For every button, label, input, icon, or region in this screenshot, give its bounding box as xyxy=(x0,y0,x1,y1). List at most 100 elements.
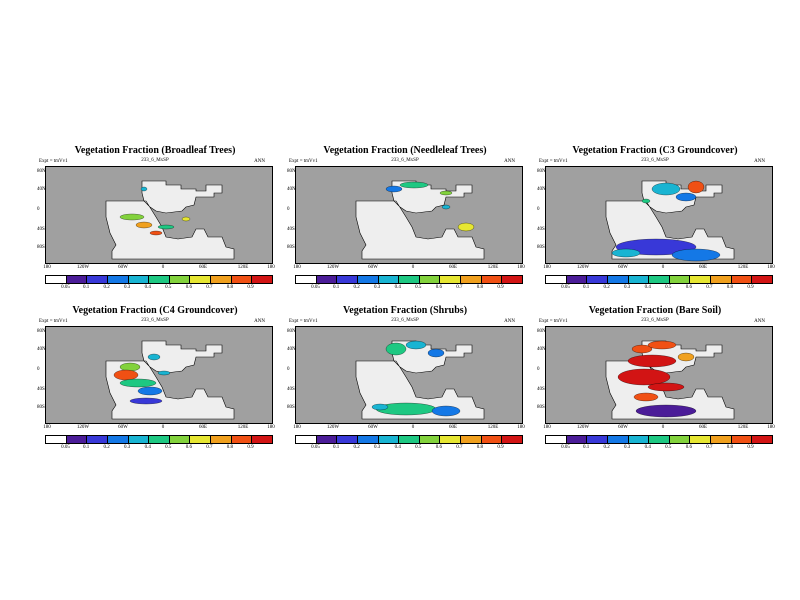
y-tick-label: 40N xyxy=(37,347,46,352)
y-tick-label: 80N xyxy=(37,329,46,334)
colorbar-label: 0.1 xyxy=(332,445,340,450)
vegetation-patch xyxy=(627,354,677,368)
map-panel: Vegetation Fraction (C3 Groundcover) Expt… xyxy=(535,145,775,305)
x-tick-label: 120E xyxy=(237,265,249,270)
colorbar-swatch xyxy=(87,276,108,283)
x-tick-label: 60W xyxy=(618,425,628,430)
panel-title: Vegetation Fraction (Broadleaf Trees) xyxy=(74,145,236,156)
colorbar-swatch xyxy=(731,436,753,443)
experiment-label: Expt = tmVv1 xyxy=(539,159,568,164)
colorbar-label: 0.8 xyxy=(226,445,234,450)
map-area xyxy=(45,326,273,424)
colorbar-swatch xyxy=(128,436,150,443)
colorbar-swatch xyxy=(87,436,108,443)
x-tick-label: 120W xyxy=(76,265,90,270)
panel-subtitle: 233_6_MxSP xyxy=(391,158,419,163)
vegetation-patch xyxy=(371,403,389,411)
map-area xyxy=(545,326,773,424)
x-tick-label: 60E xyxy=(198,425,208,430)
x-tick-label: 180 xyxy=(543,425,551,430)
vegetation-patch xyxy=(633,392,659,402)
x-tick-label: 180 xyxy=(267,265,275,270)
y-tick-label: 40N xyxy=(287,347,296,352)
vegetation-patch xyxy=(137,386,163,396)
colorbar-swatch xyxy=(316,276,338,283)
y-tick-label: 40S xyxy=(537,227,545,232)
vegetation-patch xyxy=(439,190,453,196)
colorbar-label: 0.1 xyxy=(82,285,90,290)
colorbar-swatch xyxy=(252,436,273,443)
colorbar-label: 0.05 xyxy=(311,285,320,290)
y-tick-label: 40S xyxy=(37,387,45,392)
colorbar-swatch xyxy=(461,276,482,283)
panel-title: Vegetation Fraction (Shrubs) xyxy=(342,305,468,316)
colorbar-swatch xyxy=(649,276,670,283)
colorbar-swatch xyxy=(649,436,670,443)
vegetation-patch xyxy=(677,352,695,362)
y-tick-label: 0 xyxy=(537,367,540,372)
vegetation-patch xyxy=(399,181,429,189)
colorbar-label: 0.4 xyxy=(394,285,401,290)
y-tick-label: 0 xyxy=(537,207,540,212)
x-tick-label: 180 xyxy=(267,425,275,430)
colorbar-swatch xyxy=(628,436,650,443)
colorbar-label: 0.05 xyxy=(561,285,570,290)
colorbar-swatch xyxy=(211,276,232,283)
y-tick-label: 40S xyxy=(287,227,295,232)
panel-title: Vegetation Fraction (C4 Groundcover) xyxy=(72,305,238,316)
panel-subtitle: 233_6_MxSP xyxy=(391,318,419,323)
vegetation-patch xyxy=(119,362,141,372)
vegetation-patch xyxy=(140,186,148,192)
map-panel: Vegetation Fraction (Bare Soil) Expt = tm… xyxy=(535,305,775,465)
colorbar-swatch xyxy=(546,276,567,283)
colorbar-swatch xyxy=(231,276,253,283)
experiment-label: Expt = tmVv1 xyxy=(289,319,318,324)
colorbar-swatch xyxy=(66,276,88,283)
x-tick-label: 0 xyxy=(161,425,165,430)
x-tick-label: 60W xyxy=(118,265,128,270)
experiment-label: Expt = tmVv1 xyxy=(289,159,318,164)
colorbar-label: 0.7 xyxy=(706,285,713,290)
colorbar-label: 0.8 xyxy=(726,285,734,290)
colorbar-label: 0.5 xyxy=(415,445,422,450)
colorbar-swatch xyxy=(752,436,773,443)
colorbar-label: 0.3 xyxy=(624,445,631,450)
colorbar-label: 0.7 xyxy=(206,285,213,290)
vegetation-patch xyxy=(129,397,163,405)
map-panel: Vegetation Fraction (Shrubs) Expt = tmVv1… xyxy=(285,305,525,465)
colorbar-label: 0.3 xyxy=(374,445,381,450)
colorbar-swatch xyxy=(337,436,358,443)
vegetation-patch xyxy=(427,348,445,358)
vegetation-patch xyxy=(119,213,145,221)
x-tick-label: 180 xyxy=(543,265,551,270)
vegetation-patch xyxy=(157,224,175,230)
colorbar-swatch xyxy=(107,276,129,283)
x-tick-label: 120E xyxy=(487,425,499,430)
colorbar-swatch xyxy=(669,436,691,443)
panel-title: Vegetation Fraction (C3 Groundcover) xyxy=(572,145,738,156)
colorbar-swatch xyxy=(607,436,629,443)
colorbar-label: 0.7 xyxy=(706,445,713,450)
vegetation-patch xyxy=(135,221,153,229)
panel-title: Vegetation Fraction (Bare Soil) xyxy=(588,305,722,316)
x-tick-label: 0 xyxy=(161,265,165,270)
colorbar-label: 0.7 xyxy=(206,445,213,450)
x-tick-label: 0 xyxy=(661,425,665,430)
map-area xyxy=(295,166,523,264)
x-tick-label: 120W xyxy=(326,425,340,430)
colorbar-swatch xyxy=(546,436,567,443)
colorbar-label: 0.7 xyxy=(456,285,463,290)
x-tick-label: 120W xyxy=(576,265,590,270)
vegetation-patch xyxy=(647,340,677,350)
y-tick-label: 40N xyxy=(37,187,46,192)
colorbar-label: 0.6 xyxy=(685,285,692,290)
colorbar-swatch xyxy=(337,276,358,283)
colorbar-label: 0.1 xyxy=(582,285,590,290)
y-tick-label: 80S xyxy=(37,245,45,250)
colorbar-label: 0.4 xyxy=(644,445,651,450)
colorbar-swatch xyxy=(669,276,691,283)
x-tick-label: 120E xyxy=(737,265,749,270)
experiment-label: Expt = tmVv1 xyxy=(39,319,68,324)
vegetation-patch xyxy=(147,353,161,361)
colorbar-label: 0.5 xyxy=(165,445,172,450)
